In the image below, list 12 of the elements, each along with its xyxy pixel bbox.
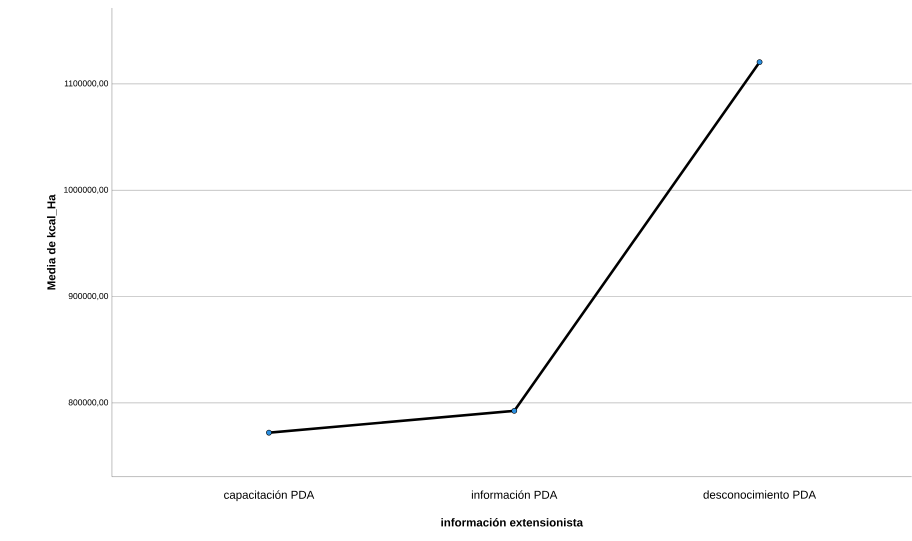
y-tick-label: 800000,00 [68, 400, 108, 407]
x-tick-label: desconocimiento PDA [704, 490, 816, 499]
x-tick-label: capacitación PDA [224, 490, 314, 502]
y-tick-label: 1100000,00 [64, 80, 108, 88]
y-tick-label: 900000,00 [68, 293, 108, 300]
point [756, 59, 762, 66]
point [266, 430, 272, 436]
x-axis-title: información extensionista [441, 518, 584, 527]
y-tick-label: 1000000,00 [64, 186, 108, 194]
y-axis-title: Media de kcal_Ha [46, 194, 57, 290]
x-tick-label: información PDA [472, 490, 558, 500]
point [511, 408, 518, 414]
